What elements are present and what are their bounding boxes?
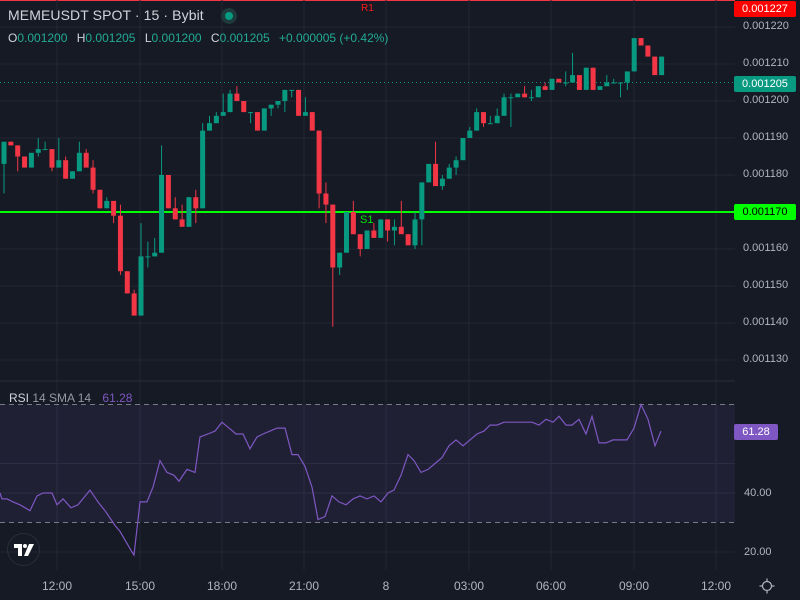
rsi-axis-40: 40.00 <box>744 487 772 499</box>
r1-price-tag: 0.001227 <box>734 1 796 17</box>
time-axis-label: 12:00 <box>41 579 73 593</box>
time-axis-label: 21:00 <box>288 579 320 593</box>
time-axis-label: 06:00 <box>535 579 567 593</box>
s1-label: S1 <box>360 214 374 226</box>
rsi-value: 61.28 <box>102 391 133 405</box>
price-axis-label: 0.001220 <box>743 20 789 32</box>
open-label: O <box>8 31 18 45</box>
price-axis-label: 0.001180 <box>743 168 789 180</box>
resistance-top-line <box>0 0 735 1</box>
market-status-icon <box>221 8 237 24</box>
last-price-tag: 0.001205 <box>734 76 796 92</box>
price-axis-label: 0.001190 <box>743 131 789 143</box>
time-axis-label: 18:00 <box>206 579 238 593</box>
time-axis-label: 12:00 <box>700 579 732 593</box>
price-axis-label: 0.001150 <box>743 279 789 291</box>
ohlc-legend: O0.001200 H0.001205 L0.001200 C0.001205 … <box>8 31 394 45</box>
close-value: 0.001205 <box>219 31 270 45</box>
low-value: 0.001200 <box>151 31 202 45</box>
open-value: 0.001200 <box>17 31 68 45</box>
time-axis-label: 8 <box>382 579 390 593</box>
price-axis-label: 0.001160 <box>743 242 789 254</box>
change-value: +0.000005 (+0.42%) <box>279 31 389 45</box>
price-axis-label: 0.001130 <box>743 353 789 365</box>
close-label: C <box>210 31 220 45</box>
rsi-value-tag: 61.28 <box>734 424 778 440</box>
rsi-name: RSI <box>9 391 30 405</box>
s1-price-tag: 0.001170 <box>734 204 796 220</box>
price-axis-label: 0.001210 <box>743 57 789 69</box>
rsi-axis-20: 20.00 <box>744 546 772 558</box>
r1-label: R1 <box>361 3 374 14</box>
symbol-title[interactable]: MEMEUSDT SPOT · 15 · Bybit <box>8 7 204 23</box>
price-axis-label: 0.001140 <box>743 316 789 328</box>
time-axis-label: 03:00 <box>453 579 485 593</box>
rsi-params: 14 SMA 14 <box>32 391 92 405</box>
tradingview-logo-icon <box>13 543 34 556</box>
time-axis-label: 15:00 <box>124 579 156 593</box>
high-value: 0.001205 <box>85 31 136 45</box>
low-label: L <box>144 31 152 45</box>
price-axis-label: 0.001200 <box>743 94 789 106</box>
high-label: H <box>76 31 86 45</box>
rsi-legend[interactable]: RSI 14 SMA 14 61.28 <box>9 391 132 405</box>
time-axis-label: 09:00 <box>618 579 650 593</box>
settings-gear-icon[interactable] <box>759 578 775 594</box>
tradingview-logo[interactable] <box>7 533 40 566</box>
